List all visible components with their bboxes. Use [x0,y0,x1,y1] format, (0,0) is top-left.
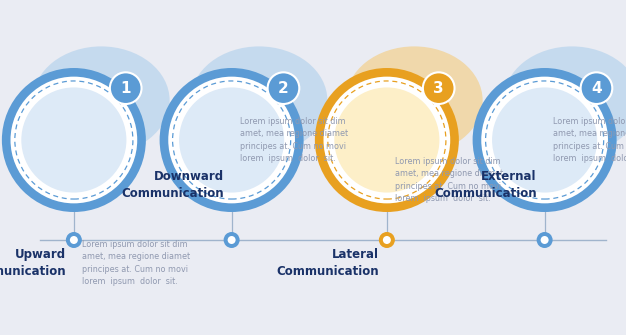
Circle shape [481,77,608,203]
Ellipse shape [33,47,170,154]
Circle shape [66,232,82,248]
Circle shape [179,87,284,193]
Text: Lorem ipsum dolor sit dim
amet, mea regione diamet
principes at. Cum no movi
lor: Lorem ipsum dolor sit dim amet, mea regi… [240,117,348,163]
Circle shape [110,72,141,104]
Circle shape [492,87,597,193]
Text: 2: 2 [278,81,289,96]
Circle shape [228,236,235,244]
Text: Lorem ipsum dolor sit dim
amet, mea regione diamet
principes at. Cum no movi
lor: Lorem ipsum dolor sit dim amet, mea regi… [82,240,190,286]
Circle shape [2,68,146,212]
Circle shape [423,72,454,104]
Circle shape [11,77,137,203]
Text: 3: 3 [433,81,444,96]
Circle shape [541,236,548,244]
Circle shape [383,236,391,244]
Text: Lorem ipsum dolor sit dim
amet, mea regione diamet
principes at. Cum no movi
lor: Lorem ipsum dolor sit dim amet, mea regi… [395,157,503,203]
Circle shape [160,68,304,212]
Text: Downward
Communication: Downward Communication [121,170,223,200]
Ellipse shape [503,47,626,154]
Text: Lateral
Communication: Lateral Communication [276,248,379,278]
Circle shape [473,68,617,212]
Circle shape [70,236,78,244]
Circle shape [223,232,240,248]
Circle shape [168,77,295,203]
Circle shape [379,232,395,248]
Text: Lorem ipsum dolor sit dim
amet, mea regione diamet
principes at. Cum no movi
lor: Lorem ipsum dolor sit dim amet, mea regi… [553,117,626,163]
Text: 4: 4 [591,81,602,96]
Circle shape [268,72,299,104]
Circle shape [536,232,553,248]
Circle shape [334,87,439,193]
Circle shape [315,68,459,212]
Text: External
Communication: External Communication [434,170,536,200]
Text: 1: 1 [120,81,131,96]
Circle shape [581,72,612,104]
Circle shape [324,77,450,203]
Ellipse shape [346,47,483,154]
Circle shape [21,87,126,193]
Ellipse shape [190,47,327,154]
Text: Upward
Communication: Upward Communication [0,248,66,278]
